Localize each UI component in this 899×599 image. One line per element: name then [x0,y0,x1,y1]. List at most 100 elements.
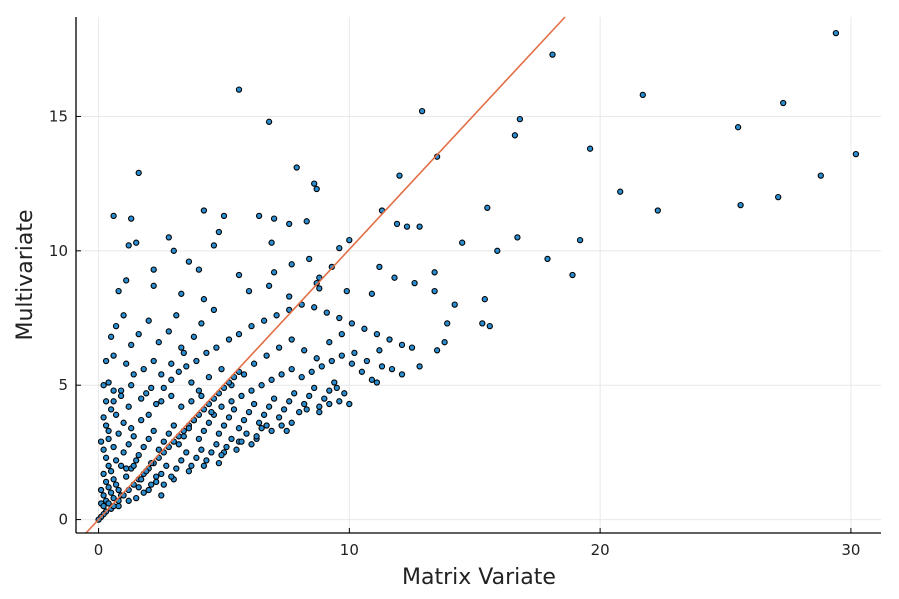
y-tick-label: 10 [49,242,68,260]
scatter-point [145,435,152,443]
scatter-point [240,416,248,424]
scatter-point [326,400,333,408]
scatter-point [336,314,343,322]
scatter-point [165,234,172,241]
scatter-point [117,387,125,394]
scatter-point [175,441,182,448]
scatter-point [444,320,451,327]
scatter-point [331,379,338,386]
scatter-point [110,398,117,405]
scatter-point [112,411,120,418]
scatter-point [120,449,127,456]
scatter-point [313,185,320,193]
scatter-point [130,371,137,378]
scatter-point [431,287,438,295]
scatter-point [265,403,273,410]
scatter-point [451,301,458,308]
scatter-point [102,454,110,461]
scatter-point [193,454,200,461]
scatter-point [341,390,348,397]
scatter-points [95,29,860,523]
scatter-point [188,379,195,386]
scatter-point [203,457,210,464]
scatter-point [479,320,486,327]
scatter-point [298,373,305,381]
scatter-point [205,419,213,426]
scatter-point [180,349,187,357]
scatter-point [283,427,290,435]
scatter-point [215,459,223,467]
scatter-point [516,115,524,123]
scatter-point [311,180,318,187]
scatter-point [218,451,225,459]
scatter-point [245,408,253,416]
scatter-point [481,296,488,303]
y-tick-label: 15 [49,107,68,125]
scatter-point [110,476,117,483]
scatter-point [278,422,285,429]
scatter-point [145,486,152,494]
scatter-point [158,470,165,478]
scatter-point [376,347,383,354]
scatter-point [210,242,218,249]
scatter-point [270,395,278,402]
scatter-point [178,403,185,410]
scatter-point [255,212,263,220]
scatter-point [130,462,137,469]
scatter-point [418,107,426,115]
scatter-point [168,473,175,480]
scatter-point [183,449,190,456]
x-tick-label: 0 [94,541,104,559]
scatter-point [168,360,175,367]
scatter-point [195,266,203,273]
scatter-point [105,500,112,507]
scatter-point [328,357,335,365]
scatter-point [253,433,260,440]
scatter-point [235,425,243,432]
axes [75,17,881,534]
scatter-point [102,357,110,365]
scatter-point [286,398,293,405]
scatter-point [105,462,112,469]
scatter-point [363,357,371,365]
scatter-point [775,193,782,201]
scatter-point [486,322,493,330]
scatter-point [163,462,170,469]
scatter-point [311,384,318,392]
scatter-point [215,430,223,437]
scatter-point [145,411,152,418]
scatter-point [213,441,220,448]
scatter-point [301,400,308,408]
scatter-point [128,341,135,349]
scatter-point [433,347,441,354]
scatter-point [852,150,860,158]
scatter-point [303,406,310,413]
scatter-point [185,258,193,265]
scatter-point [326,387,333,394]
scatter-point [416,223,423,230]
scatter-point [346,400,353,408]
scatter-point [223,443,230,451]
scatter-point [105,427,112,435]
scatter-point [170,247,177,254]
scatter-point [238,392,245,400]
scatter-point [431,269,438,276]
scatter-point [235,86,243,93]
scatter-point [210,306,218,314]
scatter-point [158,492,165,499]
scatter-point [125,242,132,249]
scatter-point [586,145,594,152]
scatter-point [110,387,117,394]
scatter-point [135,169,142,177]
scatter-point [306,255,313,263]
scatter-point [128,425,135,432]
scatter-point [245,287,253,295]
x-axis-title: Matrix Variate [402,565,556,590]
scatter-point [115,287,122,295]
scatter-point [373,330,381,338]
scatter-point [107,468,115,475]
scatter-point [117,392,125,400]
scatter-point [168,392,175,400]
scatter-point [338,330,345,338]
scatter-point [135,451,142,459]
